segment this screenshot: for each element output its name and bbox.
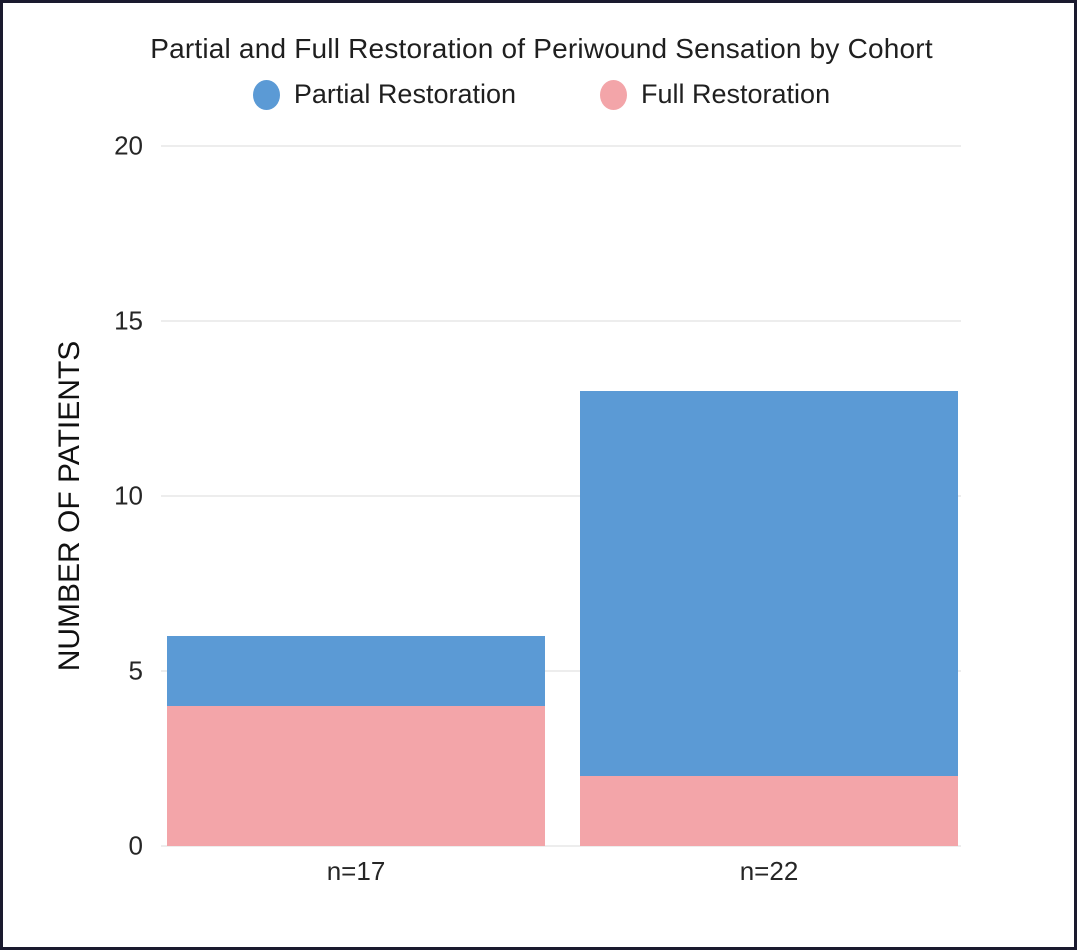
x-axis-label-n-22: n=22: [739, 856, 799, 886]
gridline-10: [161, 495, 961, 497]
y-tick-label-5: 5: [128, 655, 143, 686]
bar-segment-n-17-full-restoration: [167, 706, 545, 846]
bar-segment-n-22-full-restoration: [580, 776, 958, 846]
bar-segment-n-22-partial-restoration: [580, 391, 958, 846]
legend-label-partial-restoration: Partial Restoration: [293, 79, 516, 109]
legend-marker-partial-restoration-icon: [252, 79, 280, 110]
y-tick-label-0: 0: [128, 830, 143, 861]
legend-item-partial-restoration: Partial Restoration: [252, 79, 516, 110]
gridline-20: [161, 145, 961, 147]
y-tick-label-15: 15: [114, 305, 143, 336]
x-axis-label-n-17: n=17: [326, 856, 386, 886]
y-tick-label-10: 10: [114, 480, 143, 511]
chart-title: Partial and Full Restoration of Periwoun…: [150, 33, 933, 64]
gridline-5: [161, 670, 961, 672]
y-tick-label-20: 20: [114, 130, 143, 161]
gridline-0: [161, 845, 961, 847]
legend-marker-full-restoration-icon: [600, 79, 627, 110]
gridline-15: [161, 320, 961, 322]
legend: Partial Restoration Full Restoration: [3, 79, 1077, 110]
legend-item-full-restoration: Full Restoration: [600, 79, 830, 110]
legend-label-full-restoration: Full Restoration: [641, 79, 831, 109]
